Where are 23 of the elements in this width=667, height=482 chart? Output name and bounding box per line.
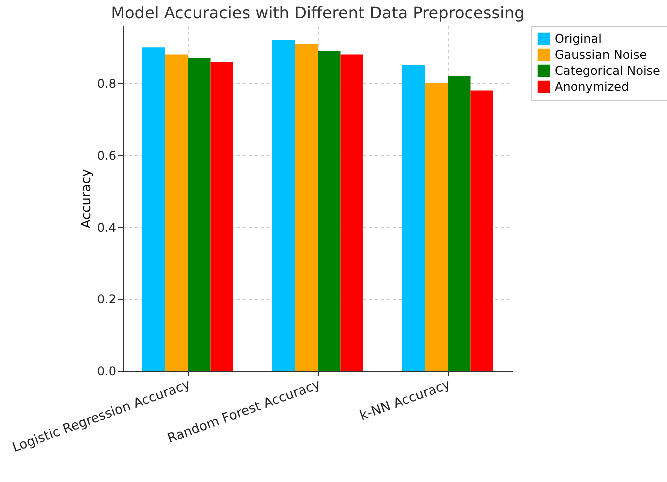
- legend-label: Gaussian Noise: [555, 48, 648, 62]
- bar: [425, 84, 448, 371]
- y-tick-label: 0.0: [97, 364, 116, 378]
- bar: [142, 48, 166, 371]
- bar: [295, 44, 318, 371]
- bar: [470, 90, 494, 371]
- legend-label: Original: [555, 32, 602, 46]
- chart-title: Model Accuracies with Different Data Preprocessing: [111, 4, 525, 22]
- y-tick-label: 0.8: [97, 77, 116, 91]
- y-tick-label: 0.4: [97, 220, 116, 235]
- bar: [318, 51, 341, 371]
- bar: [402, 66, 426, 371]
- y-tick-label: 0.6: [97, 148, 116, 163]
- bar: [272, 40, 296, 371]
- bar: [188, 58, 211, 371]
- bar: [210, 62, 234, 371]
- y-tick-label: 0.2: [97, 292, 116, 307]
- y-axis-title: Accuracy: [79, 169, 94, 229]
- bar: [165, 54, 188, 371]
- bar: [448, 76, 471, 371]
- legend-label: Anonymized: [555, 80, 630, 94]
- bar: [340, 54, 364, 371]
- legend-label: Categorical Noise: [555, 64, 660, 78]
